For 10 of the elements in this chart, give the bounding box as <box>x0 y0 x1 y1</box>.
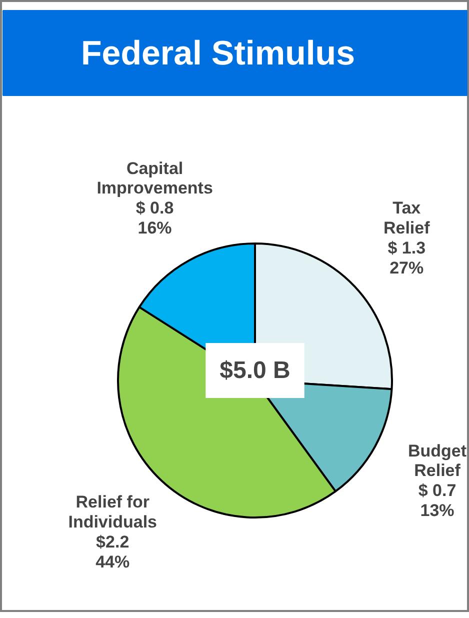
chart-title: Federal Stimulus <box>81 34 355 72</box>
data-label: $ 0.8 16% <box>136 198 174 238</box>
slice-label: Capital Improvements <box>96 158 213 198</box>
data-label: $2.2 44% <box>96 532 130 572</box>
text: $5.0 B <box>220 357 290 384</box>
slice-label: Budget Relief <box>408 441 467 480</box>
slice-label: Relief for Individuals <box>68 492 158 532</box>
data-label: $ 0.7 13% <box>418 481 456 520</box>
slice-label: Tax Relief <box>383 198 430 238</box>
data-label: $ 1.3 27% <box>388 238 426 278</box>
